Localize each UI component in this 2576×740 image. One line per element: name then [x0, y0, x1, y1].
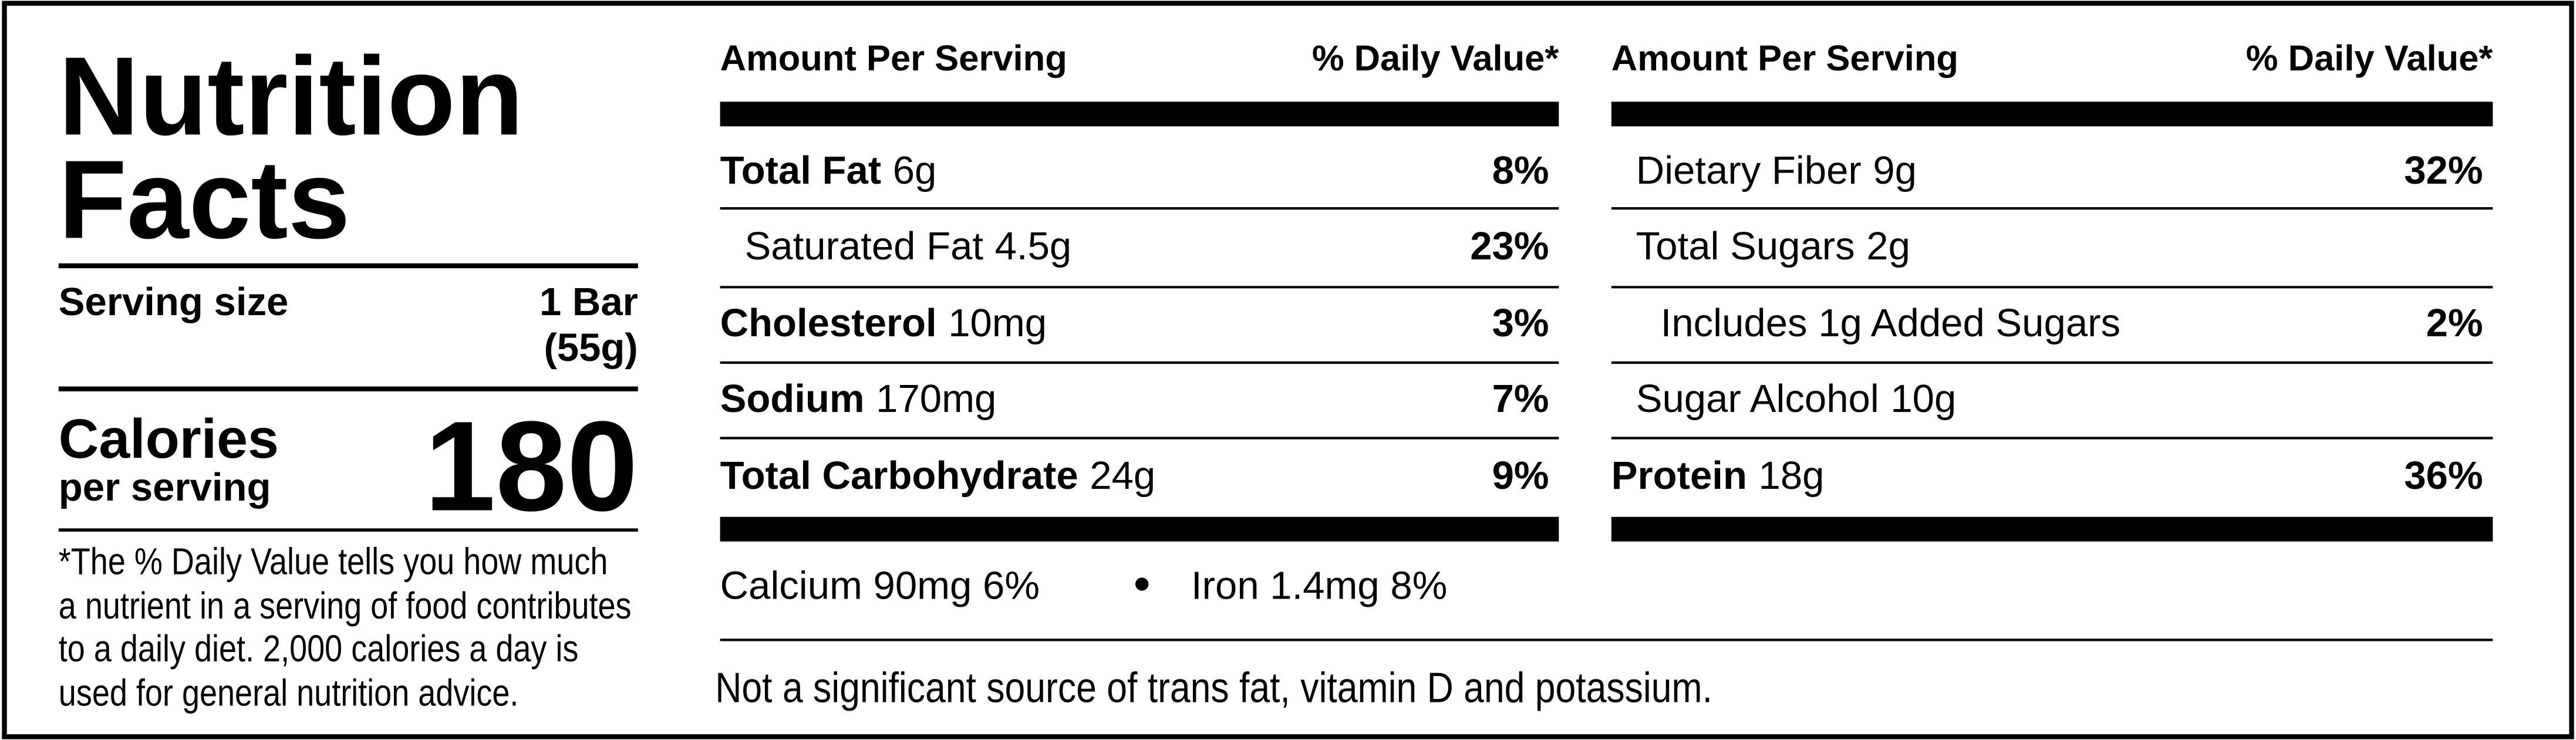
nutrient-amount: 9g — [1873, 148, 1917, 192]
nutrient-name: Saturated Fat — [745, 224, 984, 268]
mineral: Iron 1.4mg 8% — [1191, 564, 1447, 608]
column-header: Amount Per Serving — [1611, 38, 1958, 79]
nutrient-name: Total Fat — [720, 148, 882, 192]
thick-bar — [720, 516, 1559, 542]
title-line: Facts — [59, 137, 350, 262]
mineral: Calcium 90mg 6% — [720, 564, 1040, 608]
nutrient-row: Sugar Alcohol 10g — [1636, 377, 1957, 421]
nutrient-row: Saturated Fat 4.5g — [745, 224, 1072, 268]
thick-bar — [720, 102, 1559, 127]
footnote-line: *The % Daily Value tells you how much — [59, 540, 608, 583]
daily-value: 2% — [2426, 301, 2483, 345]
footer-text: Not a significant source of trans fat, v… — [715, 664, 1712, 711]
daily-value: 9% — [1492, 454, 1549, 498]
nutrient-row: Total Sugars 2g — [1636, 224, 1910, 268]
serving-value: (55g) — [544, 326, 638, 370]
daily-value: 32% — [2404, 148, 2483, 192]
nutrient-row: Total Fat 6g — [720, 148, 937, 192]
nutrient-amount: 18g — [1759, 454, 1825, 498]
nutrient-amount: 2g — [1866, 224, 1910, 268]
nutrient-row: Includes 1g Added Sugars — [1661, 301, 2120, 345]
nutrient-amount: 24g — [1090, 454, 1155, 498]
nutrient-row: Protein 18g — [1611, 454, 1825, 498]
nutrient-amount: 10g — [1890, 377, 1956, 421]
serving-value: 1 Bar — [540, 280, 638, 324]
nutrient-name: Sugar Alcohol — [1636, 377, 1879, 421]
daily-value: 7% — [1492, 377, 1549, 421]
thick-bar — [1611, 516, 2493, 542]
title-line: Nutrition — [59, 34, 524, 158]
nutrient-name: Total Carbohydrate — [720, 454, 1078, 498]
footer: Not a significant source of trans fat, v… — [715, 664, 1712, 711]
calories-label: per serving — [59, 465, 271, 509]
daily-value: 8% — [1492, 148, 1549, 192]
bullet — [1135, 577, 1149, 591]
column-header: % Daily Value* — [2246, 38, 2493, 79]
daily-value: 23% — [1470, 224, 1549, 268]
nutrient-amount: 4.5g — [995, 224, 1072, 268]
nutrient-name: Dietary Fiber — [1636, 148, 1862, 192]
footnote-line: to a daily diet. 2,000 calories a day is — [59, 627, 579, 670]
calories-label: Calories — [59, 408, 279, 470]
nutrient-name: Includes 1g Added Sugars — [1661, 301, 2120, 345]
nutrient-row: Sodium 170mg — [720, 377, 997, 421]
footnote: *The % Daily Value tells you how much a … — [59, 540, 632, 714]
footnote-line: used for general nutrition advice. — [59, 671, 519, 714]
nutrient-amount: 10mg — [948, 301, 1047, 345]
footnote-line: a nutrient in a serving of food contribu… — [59, 584, 632, 627]
nutrient-row: Total Carbohydrate 24g — [720, 454, 1156, 498]
nutrient-row: Dietary Fiber 9g — [1636, 148, 1917, 192]
nutrient-name: Total Sugars — [1636, 224, 1855, 268]
nutrient-name: Cholesterol — [720, 301, 937, 345]
serving-label: Serving size — [59, 280, 289, 324]
nutrient-amount: 6g — [893, 148, 937, 192]
column-header: Amount Per Serving — [720, 38, 1067, 79]
nutrient-name: Sodium — [720, 377, 865, 421]
daily-value: 36% — [2404, 454, 2483, 498]
nutrient-name: Protein — [1611, 454, 1747, 498]
nutrient-amount: 170mg — [876, 377, 996, 421]
calories-value: 180 — [424, 396, 638, 538]
daily-value: 3% — [1492, 301, 1549, 345]
column-header: % Daily Value* — [1312, 38, 1559, 79]
nutrient-row: Cholesterol 10mg — [720, 301, 1047, 345]
thick-bar — [1611, 102, 2493, 127]
